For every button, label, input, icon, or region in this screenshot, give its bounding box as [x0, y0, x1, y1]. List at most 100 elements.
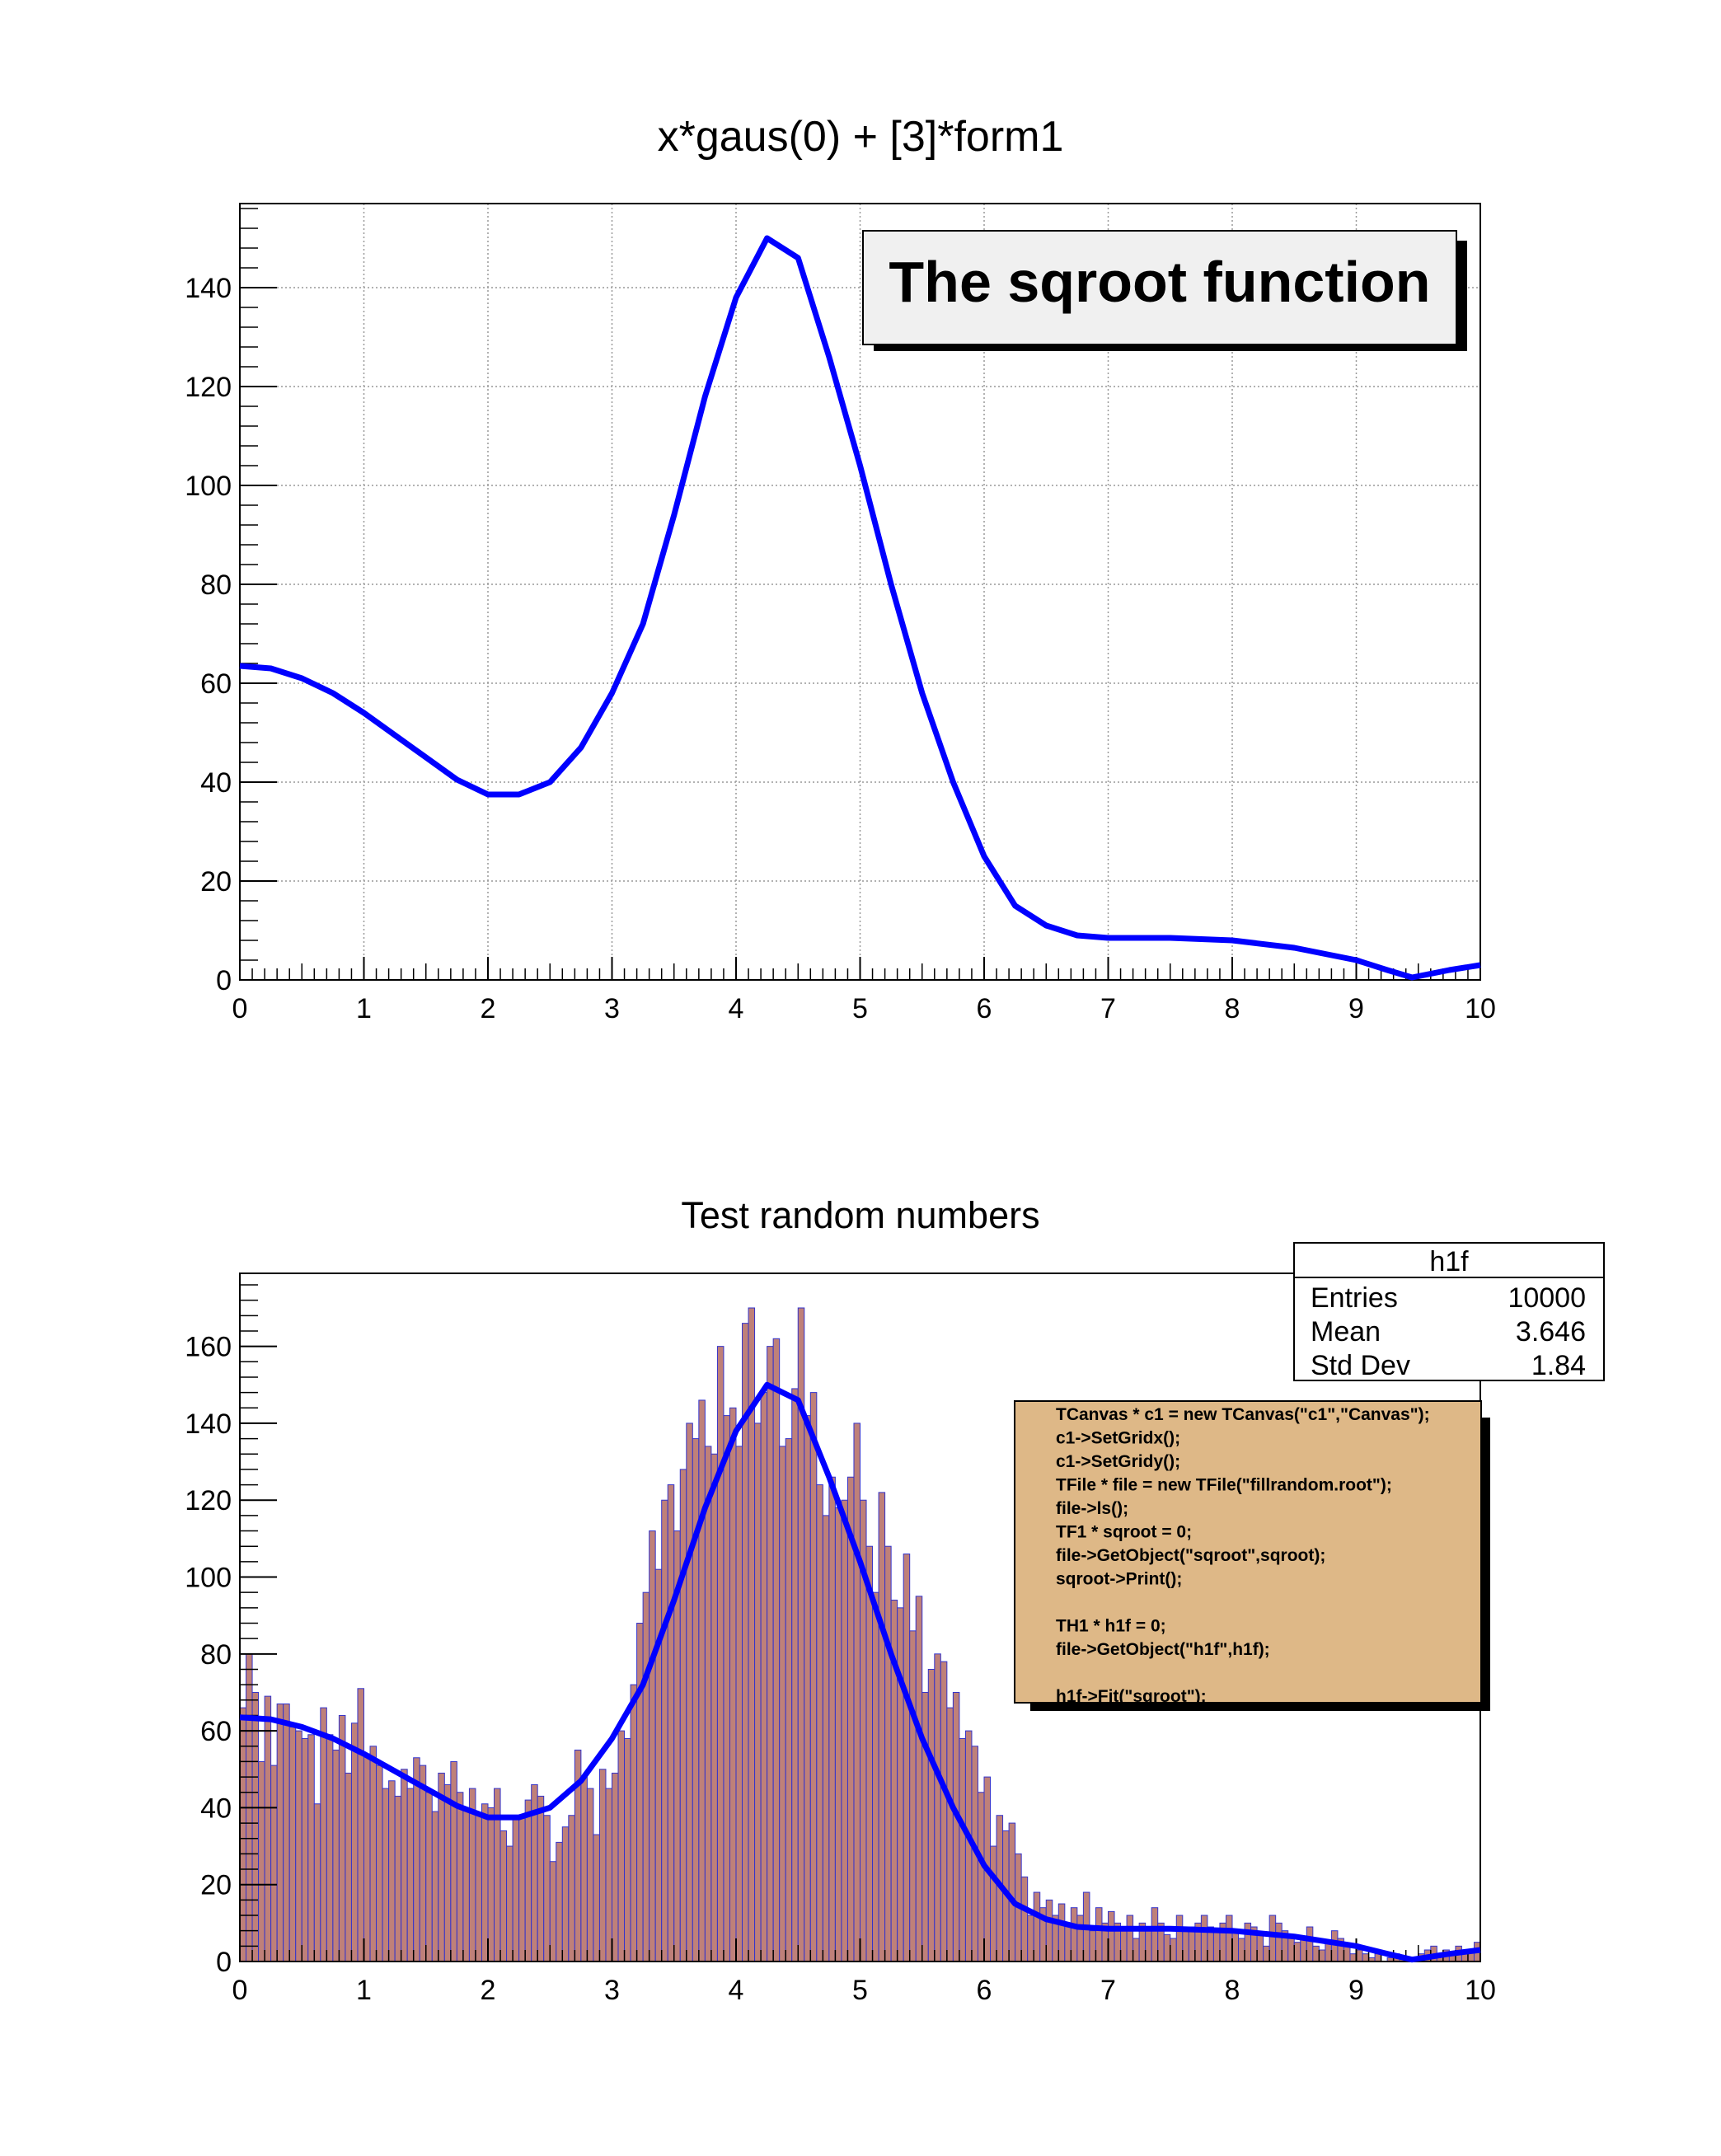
hist-bar	[1045, 1899, 1053, 1962]
hist-bar	[990, 1845, 997, 1962]
hist-bar	[524, 1799, 532, 1962]
hist-bar	[537, 1795, 545, 1962]
bottom-x-tick-label: 10	[1465, 1975, 1496, 2006]
hist-bar	[313, 1803, 321, 1962]
hist-bar	[1275, 1922, 1283, 1962]
hist-bar	[809, 1392, 818, 1962]
legend-box: The sqroot function	[862, 230, 1467, 351]
hist-bar	[785, 1438, 793, 1962]
hist-bar	[450, 1760, 457, 1962]
hist-bar	[909, 1630, 917, 1962]
bottom-x-tick-label: 9	[1348, 1975, 1364, 2006]
hist-bar	[549, 1861, 557, 1962]
top-y-tick-label: 120	[185, 372, 232, 403]
hist-bar	[754, 1422, 762, 1962]
hist-bar	[1244, 1922, 1252, 1962]
bottom-y-tick-label: 120	[185, 1485, 232, 1516]
hist-bar	[760, 1392, 768, 1962]
hist-bar	[1076, 1915, 1084, 1962]
hist-bar	[865, 1545, 874, 1962]
hist-bar	[735, 1446, 743, 1962]
hist-bar	[605, 1788, 612, 1962]
hist-bar	[593, 1834, 600, 1962]
hist-bar	[326, 1734, 334, 1962]
bottom-y-tick-label: 160	[185, 1332, 232, 1363]
hist-bar	[251, 1691, 260, 1962]
hist-bar	[952, 1691, 960, 1962]
hist-bar	[1306, 1926, 1314, 1962]
stats-box: h1f Entries 10000 Mean 3.646 Std Dev 1.8…	[1293, 1242, 1605, 1381]
hist-bar	[834, 1507, 842, 1962]
hist-bar	[946, 1707, 954, 1962]
code-line: TCanvas * c1 = new TCanvas("c1","Canvas"…	[1056, 1405, 1430, 1424]
bottom-x-tick-label: 0	[232, 1975, 248, 2006]
hist-bar	[1362, 1953, 1370, 1962]
hist-bar	[363, 1753, 371, 1962]
hist-bar	[1349, 1953, 1357, 1962]
hist-bar	[1263, 1945, 1270, 1962]
hist-bar	[661, 1499, 668, 1962]
bottom-x-tick-label: 2	[481, 1975, 496, 2006]
top-y-tick-label: 60	[200, 668, 232, 700]
bottom-plot-title: Test random numbers	[681, 1194, 1039, 1236]
hist-bar	[1238, 1938, 1245, 1962]
hist-bar	[345, 1772, 352, 1962]
top-x-tick-label: 7	[1100, 993, 1116, 1024]
bottom-y-tick-label: 100	[185, 1563, 232, 1594]
stats-label: Entries	[1311, 1282, 1398, 1314]
hist-bar	[692, 1438, 700, 1962]
top-x-tick-label: 6	[977, 993, 992, 1024]
hist-bar	[630, 1684, 638, 1962]
hist-bar	[518, 1815, 526, 1962]
hist-bar	[1095, 1907, 1103, 1962]
hist-bar	[1020, 1876, 1029, 1962]
hist-bar	[1212, 1930, 1221, 1962]
hist-bar	[822, 1515, 830, 1962]
stats-value: 3.646	[1516, 1316, 1586, 1348]
top-y-tick-label: 40	[200, 767, 232, 799]
hist-bar	[617, 1730, 626, 1962]
hist-bar	[959, 1737, 966, 1962]
hist-bar	[927, 1668, 936, 1962]
code-line: TH1 * h1f = 0;	[1056, 1617, 1166, 1636]
hist-bar	[1033, 1891, 1041, 1962]
top-plot-title: x*gaus(0) + [3]*form1	[658, 113, 1064, 161]
code-line: TFile * file = new TFile("fillrandom.roo…	[1056, 1476, 1392, 1495]
hist-bar	[679, 1469, 687, 1962]
code-line: file->GetObject("sqroot",sqroot);	[1056, 1546, 1325, 1565]
hist-bar	[1151, 1907, 1159, 1962]
hist-bar	[934, 1653, 941, 1962]
top-x-tick-label: 1	[356, 993, 372, 1024]
hist-bar	[710, 1453, 718, 1962]
hist-bar	[1293, 1942, 1301, 1962]
bottom-x-tick-label: 6	[977, 1975, 992, 2006]
fit-curve	[239, 1381, 1481, 1963]
hist-bar	[884, 1545, 892, 1962]
hist-bar	[1225, 1915, 1233, 1962]
hist-bar	[1132, 1938, 1140, 1962]
bottom-y-tick-label: 0	[216, 1947, 232, 1978]
hist-bar	[723, 1415, 730, 1962]
hist-bar	[543, 1815, 551, 1962]
hist-bar	[425, 1792, 433, 1962]
hist-bar	[556, 1841, 563, 1962]
hist-bar	[276, 1703, 284, 1962]
hist-bar	[915, 1596, 923, 1962]
hist-bar	[413, 1757, 420, 1962]
hist-bar	[624, 1737, 631, 1962]
hist-bar	[903, 1554, 911, 1962]
hist-bar	[940, 1661, 948, 1962]
hist-bar	[1330, 1930, 1339, 1962]
top-x-tick-label: 9	[1348, 993, 1364, 1024]
hist-bar	[841, 1499, 848, 1962]
hist-bar	[506, 1845, 513, 1962]
hist-bar	[270, 1765, 278, 1962]
hist-bar	[1108, 1910, 1115, 1962]
hist-bar	[320, 1707, 327, 1962]
hist-bar	[1256, 1933, 1264, 1962]
bottom-y-tick-label: 20	[200, 1870, 232, 1901]
hist-bar	[791, 1388, 799, 1962]
code-box: TCanvas * c1 = new TCanvas("c1","Canvas"…	[1014, 1400, 1490, 1711]
hist-bar	[512, 1815, 520, 1962]
